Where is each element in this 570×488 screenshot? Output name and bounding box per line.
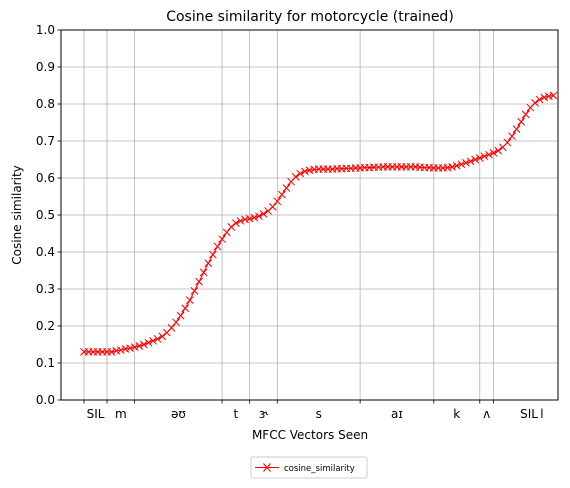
y-tick-label: 0.3 xyxy=(36,282,55,296)
data-point-marker xyxy=(512,125,521,134)
data-point-marker xyxy=(167,323,176,332)
data-point-marker xyxy=(130,343,139,351)
data-point-marker xyxy=(176,311,185,320)
data-point-marker xyxy=(549,91,558,100)
x-tick-label: t xyxy=(234,407,239,421)
series-line xyxy=(84,94,554,353)
data-point-marker xyxy=(190,286,199,295)
data-point-marker xyxy=(245,214,254,223)
data-point-marker xyxy=(259,210,268,218)
legend-frame xyxy=(250,456,368,479)
data-point-marker xyxy=(222,228,231,237)
data-point-marker xyxy=(480,152,489,161)
data-point-marker xyxy=(268,203,277,211)
data-point-marker xyxy=(149,336,157,345)
data-point-marker xyxy=(144,338,153,347)
x-tick-label: SIL xyxy=(87,407,105,421)
y-axis-label: Cosine similarity xyxy=(10,165,24,264)
plot-line xyxy=(84,94,554,353)
data-point-marker xyxy=(139,340,148,349)
x-tick-label: k xyxy=(453,407,460,421)
data-point-marker xyxy=(107,348,116,356)
x-tick-label: əʊ xyxy=(171,407,186,421)
data-point-marker xyxy=(503,138,512,147)
data-point-marker xyxy=(181,304,190,313)
x-tick-label: m xyxy=(115,407,127,421)
data-point-marker xyxy=(485,150,493,159)
x-tick-label: ʌ xyxy=(483,407,490,421)
x-tick-label: s xyxy=(316,407,322,421)
y-tick-label: 0.1 xyxy=(36,356,55,370)
data-point-marker xyxy=(531,99,539,107)
y-tick-label: 0.7 xyxy=(36,134,55,148)
data-point-marker xyxy=(116,346,125,354)
x-axis-label: MFCC Vectors Seen xyxy=(252,428,368,442)
data-point-marker xyxy=(209,250,217,259)
data-point-marker xyxy=(475,154,484,162)
data-point-marker xyxy=(126,344,134,353)
chart-title: Cosine similarity for motorcycle (traine… xyxy=(166,9,454,25)
y-tick-label: 0.6 xyxy=(36,171,55,185)
data-point-marker xyxy=(471,155,480,164)
x-tick-label: aɪ xyxy=(391,407,403,421)
data-point-marker xyxy=(158,332,167,341)
data-point-marker xyxy=(452,161,461,170)
data-point-marker xyxy=(278,190,286,199)
legend-marker-sample xyxy=(263,463,271,472)
data-point-marker xyxy=(291,173,300,181)
data-point-marker xyxy=(255,212,263,220)
plot-markers xyxy=(80,91,558,356)
data-point-marker xyxy=(466,157,475,166)
data-point-marker xyxy=(540,93,549,102)
data-point-marker xyxy=(250,213,259,222)
data-point-marker xyxy=(508,132,516,141)
data-point-marker xyxy=(218,235,226,243)
data-point-marker xyxy=(199,268,208,277)
data-point-marker xyxy=(185,296,194,304)
data-point-marker xyxy=(227,222,236,231)
data-point-marker xyxy=(232,219,240,227)
data-point-marker xyxy=(517,117,526,126)
data-point-marker xyxy=(457,160,466,169)
y-tick-label: 0.4 xyxy=(36,245,55,259)
y-tick-label: 0.0 xyxy=(36,393,55,407)
data-point-marker xyxy=(462,158,470,167)
x-tick-label: ɝ xyxy=(259,407,269,421)
data-point-marker xyxy=(494,146,503,155)
data-point-marker xyxy=(135,342,144,350)
y-tick-label: 1.0 xyxy=(36,23,55,37)
data-point-marker xyxy=(448,163,457,171)
data-point-marker xyxy=(213,242,222,251)
data-point-marker xyxy=(172,318,180,327)
grid xyxy=(61,29,558,401)
data-point-marker xyxy=(301,167,309,176)
data-point-marker xyxy=(521,110,530,119)
x-tick-label: l xyxy=(540,407,543,421)
legend: cosine_similarity xyxy=(250,456,368,479)
data-point-marker xyxy=(296,169,305,178)
data-point-marker xyxy=(204,259,213,267)
legend-label: cosine_similarity xyxy=(284,464,355,474)
y-tick-label: 0.9 xyxy=(36,60,55,74)
data-point-marker xyxy=(153,335,162,343)
y-tick-label: 0.8 xyxy=(36,97,55,111)
data-point-marker xyxy=(236,217,245,225)
y-tick-label: 0.2 xyxy=(36,319,55,333)
data-point-marker xyxy=(282,184,291,192)
data-point-marker xyxy=(273,197,282,206)
data-point-marker xyxy=(195,277,203,286)
data-point-marker xyxy=(489,148,498,157)
y-axis: 0.0 0.1 0.2 0.3 0.4 0.5 0.6 0.7 0.8 0.9 1.0 xyxy=(36,23,61,407)
data-point-marker xyxy=(535,95,544,104)
y-tick-label: 0.5 xyxy=(36,208,55,222)
x-tick-label: SIL xyxy=(520,407,538,421)
